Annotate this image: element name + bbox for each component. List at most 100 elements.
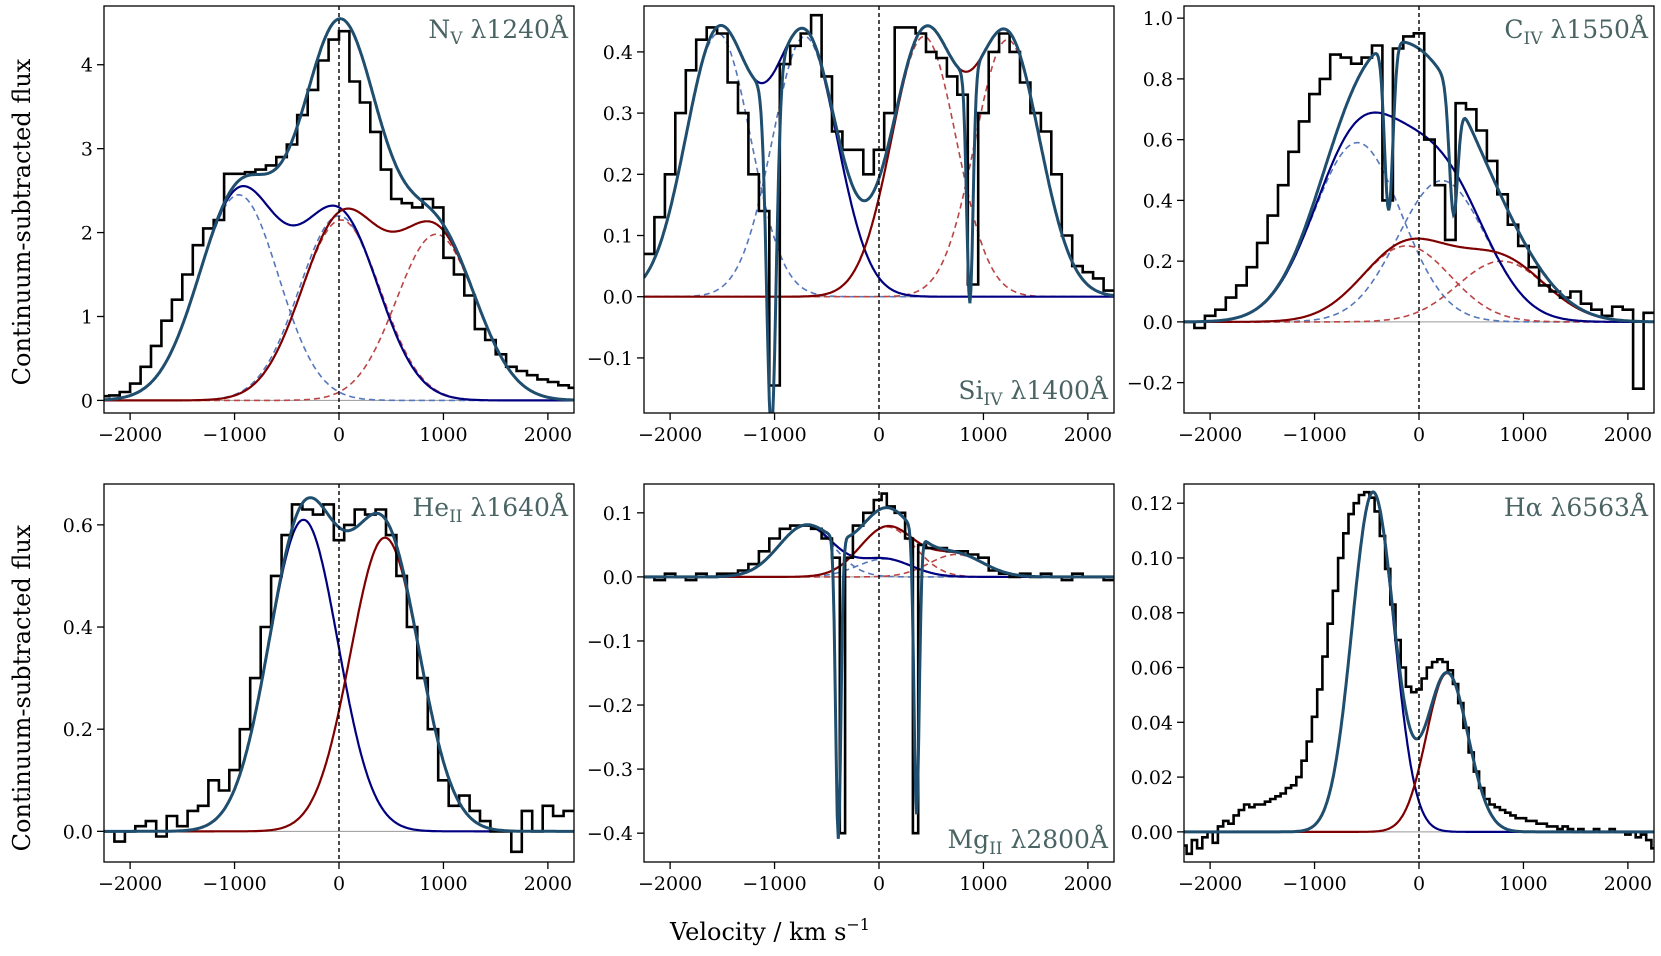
component-siiv-2 [644,35,1114,298]
component-civ-2 [1184,245,1654,323]
x-tick-label: −2000 [638,873,702,895]
data-histogram-mgii [644,492,1114,835]
total-fit-mgii [644,506,1114,839]
y-tick-label: 0.6 [63,515,93,537]
x-tick-label: 2000 [1064,873,1112,895]
x-axis-label-text: Velocity / km s [669,918,846,946]
y-tick-label: 0.0 [1143,312,1173,334]
y-tick-label: 0.4 [63,617,93,639]
x-tick-label: 1000 [1499,873,1547,895]
panel-halpha: −2000 −1000 0 1000 2000 0.00 0.02 0.04 0.06 0.08 0… [1131,483,1655,895]
plot-area-heii [104,484,574,862]
y-tick-label: 0.6 [1143,130,1173,152]
x-tick-label: −2000 [1178,424,1242,446]
x-tick-label: −1000 [202,873,266,895]
x-tick-label: −1000 [1282,424,1346,446]
data-histogram-nv [104,29,574,398]
y-tick-label: 0 [81,390,93,412]
line-label-species: C [1504,15,1523,44]
line-label-wavelength: λ6563Å [1543,492,1649,522]
x-tick-label: −1000 [202,424,266,446]
x-tick-label: −1000 [1282,873,1346,895]
total-fit-siiv [644,24,1114,413]
y-tick-label: 0.04 [1131,712,1173,734]
x-tick-label: 0 [1413,424,1425,446]
line-label-wavelength: λ1240Å [463,14,569,44]
line-label-civ: CIV λ1550Å [1504,14,1649,49]
plot-area-civ [1184,6,1654,413]
y-tick-label: 0.2 [63,719,93,741]
x-tick-label: 1000 [419,424,467,446]
y-tick-label: −0.1 [587,348,633,370]
x-tick-label: 1000 [419,873,467,895]
y-tick-label: 0.4 [603,42,633,64]
y-tick-label: 0.02 [1131,767,1173,789]
y-tick-label: 0.4 [1143,190,1173,212]
line-label-wavelength: λ2800Å [1003,824,1109,854]
y-tick-label: 0.12 [1131,493,1173,515]
x-tick-label: 2000 [524,873,572,895]
y-tick-label: −0.3 [587,759,633,781]
y-tick-label: 3 [81,139,93,161]
x-tick-label: 0 [333,424,345,446]
y-tick-label: −0.2 [587,695,633,717]
component-siiv-1 [644,35,1114,298]
y-tick-label: 0.0 [63,821,93,843]
y-tick-label: 4 [81,55,93,77]
line-label-ion: II [989,839,1002,859]
panel-siiv: −2000 −1000 0 1000 2000 −0.1 0.0 0.1 0.2 0.3 0.4 Si… [587,5,1115,446]
line-label-wavelength: λ1640Å [463,492,569,522]
x-axis-label: Velocity / km s−1 [669,915,870,946]
panel-heii: −2000 −1000 0 1000 2000 0.0 0.2 0.4 0.6 HeII λ164… [63,483,575,895]
line-label-halpha: Hα λ6563Å [1504,492,1649,522]
plot-area-siiv [644,6,1114,413]
line-label-species: Hα [1504,493,1543,522]
y-axis-label-top: Continuum-subtracted flux [8,58,36,385]
line-label-ion: V [449,29,463,49]
line-label-siiv: SiIV λ1400Å [958,375,1109,410]
x-tick-label: −2000 [98,873,162,895]
x-tick-label: −1000 [742,873,806,895]
y-tick-label: 0.8 [1143,69,1173,91]
panel-mgii: −2000 −1000 0 1000 2000 −0.4 −0.3 −0.2 −0.1 0.0 0.… [587,483,1115,895]
line-label-heii: HeII λ1640Å [412,492,568,527]
data-histogram-heii [104,503,574,854]
panel-nv: −2000 −1000 0 1000 2000 0 1 2 3 4 NV λ1240Å [81,5,575,446]
x-tick-label: 2000 [524,424,572,446]
y-tick-label: −0.4 [587,823,633,845]
line-label-species: Si [958,376,983,405]
x-tick-label: −1000 [742,424,806,446]
x-tick-label: 1000 [1499,424,1547,446]
line-label-ion: IV [984,390,1004,410]
y-tick-label: 0.06 [1131,658,1173,680]
y-tick-label: 0.2 [603,164,633,186]
component-civ-3 [1184,260,1654,323]
y-tick-label: 0.0 [603,567,633,589]
total-fit-nv [104,17,574,402]
y-tick-label: 2 [81,223,93,245]
x-tick-label: −2000 [638,424,702,446]
line-label-ion: IV [1524,29,1544,49]
x-tick-label: −2000 [98,424,162,446]
y-tick-label: 0.2 [1143,251,1173,273]
x-tick-label: 2000 [1604,873,1652,895]
x-tick-label: 1000 [959,873,1007,895]
x-axis-label-exponent: −1 [846,915,870,934]
y-tick-label: 0.3 [603,103,633,125]
x-tick-label: 0 [333,873,345,895]
data-histogram-halpha [1184,490,1654,856]
line-label-mgii: MgII λ2800Å [947,824,1108,859]
plot-area-halpha [1184,484,1654,862]
y-tick-label: 1.0 [1143,8,1173,30]
line-label-wavelength: λ1400Å [1003,375,1109,405]
plot-area-nv [104,6,574,413]
y-tick-label: 0.1 [603,503,633,525]
y-tick-label: 0.0 [603,287,633,309]
line-label-nv: NV λ1240Å [428,14,569,49]
data-histogram-civ [1184,31,1654,390]
x-tick-label: 0 [873,873,885,895]
y-tick-label: 0.1 [603,226,633,248]
x-tick-label: 0 [1413,873,1425,895]
y-axis-label-bottom: Continuum-subtracted flux [8,524,36,851]
